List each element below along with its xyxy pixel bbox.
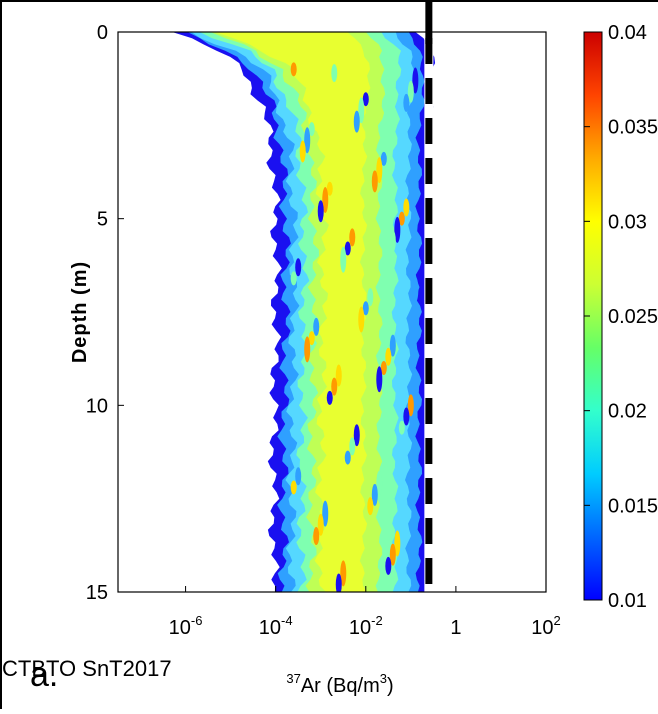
y-tick-label: 5 [97, 209, 108, 231]
heatmap-streak [358, 97, 365, 124]
heatmap-streak [394, 216, 401, 243]
heatmap-streak [362, 92, 369, 107]
x-axis-title-text: Ar (Bq/m [301, 675, 380, 697]
heatmap-streak [304, 336, 311, 363]
colorbar-tick-label: 0.04 [608, 22, 647, 44]
heatmap-streak [290, 271, 297, 286]
y-axis: 0 5 10 15 [86, 22, 124, 604]
heatmap-streak [340, 246, 347, 273]
x-axis-title-unit-sup: 3 [380, 671, 387, 686]
heatmap-streak [331, 377, 338, 396]
heatmap-streak [313, 317, 320, 336]
heatmap-streak [349, 437, 356, 456]
heatmap-streak [353, 110, 360, 133]
heatmap-streak [403, 407, 410, 426]
heatmap-streak [367, 497, 374, 516]
heatmap-streak [344, 450, 351, 465]
heatmap-streak [326, 181, 333, 196]
colorbar-tick-label: 0.035 [608, 117, 658, 139]
x-axis-title-close: ) [387, 675, 394, 697]
colorbar-tick-label: 0.01 [608, 590, 647, 612]
heatmap-streak [398, 211, 405, 226]
plot-frame [117, 31, 547, 593]
colorbar-tick-label: 0.025 [608, 306, 658, 328]
heatmap-streak [394, 530, 401, 557]
colorbar-tick-label: 0.015 [608, 495, 658, 517]
heatmap-streak [349, 228, 356, 247]
colorbar-tick-label: 0.02 [608, 401, 647, 423]
colorbar-ticks: 0.04 0.035 0.03 0.025 0.02 0.015 0.01 [584, 22, 658, 612]
heatmap-streak [380, 151, 387, 166]
heatmap-streak [380, 361, 387, 375]
heatmap-streak [326, 390, 333, 405]
heatmap-streak [299, 140, 306, 163]
heatmap-streak [308, 331, 315, 346]
heatmap-streak [389, 230, 396, 253]
x-axis: 10-6 10-4 10-2 1 102 [169, 586, 561, 639]
left-border [0, 0, 2, 709]
heatmap-layers [172, 32, 436, 592]
y-tick-label: 15 [86, 582, 108, 604]
heatmap-streak [340, 560, 347, 587]
colorbar-tick-label: 0.03 [608, 211, 647, 233]
heatmap-streak [407, 394, 414, 417]
y-tick-label: 10 [86, 395, 108, 417]
heatmap-streak [358, 306, 365, 333]
heatmap-streak [407, 80, 414, 103]
x-tick-label: 1 [450, 617, 461, 639]
heatmap-streak [376, 366, 383, 393]
heatmap-streak [376, 157, 383, 184]
watermark-text: CTBTO SnT2017 [2, 656, 172, 681]
heatmap-streak [412, 67, 419, 94]
heatmap-streak [295, 258, 302, 277]
heatmap-streak [371, 170, 378, 193]
heatmap-streak [385, 556, 392, 575]
heatmap-streak [299, 454, 306, 477]
x-tick-label: 10-6 [169, 613, 203, 639]
heatmap-streak [362, 301, 369, 316]
heatmap-streak [304, 127, 311, 154]
heatmap-streak [290, 62, 297, 77]
heatmap-streak [385, 347, 392, 366]
panel-label: a. [30, 656, 59, 694]
y-axis-title: Depth (m) [69, 261, 91, 363]
heatmap-streak [376, 470, 383, 497]
heatmap-streak [403, 93, 410, 112]
heatmap-streak [398, 420, 405, 435]
heatmap-streak [322, 500, 329, 527]
heatmap-streak [308, 122, 315, 137]
x-tick-label: 10-4 [259, 613, 293, 639]
heatmap-streak [367, 288, 374, 307]
x-axis-title: 37Ar (Bq/m3) [286, 671, 393, 697]
heatmap-streak [295, 467, 302, 486]
x-tick-label: 10-2 [349, 613, 383, 639]
heatmap-streak [335, 573, 342, 592]
x-axis-title-isotope-sup: 37 [286, 671, 300, 686]
top-border [0, 0, 658, 2]
heatmap-streak [403, 198, 410, 217]
x-tick-label: 102 [531, 613, 560, 639]
heatmap-streak [371, 483, 378, 506]
heatmap-streak [290, 480, 297, 495]
y-tick-label: 0 [97, 22, 108, 44]
heatmap-streak [313, 527, 320, 545]
heatmap-streak [331, 64, 338, 83]
heatmap-streak [322, 187, 329, 213]
heatmap-streak [335, 364, 342, 387]
heatmap-streak [412, 276, 419, 303]
heatmap-band-6 [214, 32, 371, 592]
heatmap-streak [344, 241, 351, 256]
heatmap-streak [389, 334, 396, 357]
heatmap-streak [389, 543, 396, 566]
heatmap-streak [317, 200, 324, 223]
heatmap-streak [353, 424, 360, 447]
heatmap-streak [317, 513, 324, 536]
